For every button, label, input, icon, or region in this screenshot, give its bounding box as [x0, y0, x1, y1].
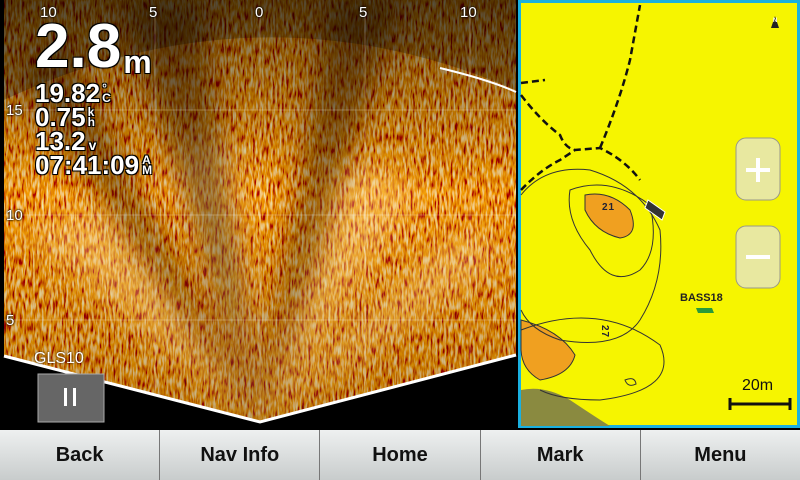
home-button[interactable]: Home	[320, 430, 481, 480]
range-label: 5	[149, 4, 158, 21]
depth-unit: m	[123, 44, 152, 80]
range-label: 10	[40, 4, 57, 21]
depth-readout: 2.8 m	[35, 16, 152, 81]
voltage-value: 13.2	[35, 126, 86, 156]
plus-icon	[746, 158, 770, 182]
depth-label: 10	[6, 207, 23, 224]
depth-label: 5	[6, 312, 15, 329]
range-arc	[439, 67, 517, 93]
map-features	[521, 5, 779, 426]
voltage-readout: 13.2 v	[35, 128, 96, 154]
speed-readout: 0.75 kh	[35, 104, 100, 130]
sonar-grid	[4, 14, 516, 422]
contour-label: 27	[599, 324, 611, 339]
temp-value: 19.82	[35, 78, 101, 108]
map-scale: 20m	[742, 377, 774, 394]
temp-unit: °C	[102, 81, 111, 105]
range-label: 5	[359, 4, 368, 21]
speed-value: 0.75	[35, 102, 86, 132]
sonar-mode: GLS10	[34, 350, 84, 367]
north-indicator: N	[773, 18, 778, 24]
range-label: 10	[460, 4, 477, 21]
range-label: 0	[255, 4, 264, 21]
nav-info-button[interactable]: Nav Info	[160, 430, 321, 480]
display	[3, 0, 800, 428]
menu-button[interactable]: Menu	[640, 430, 800, 480]
button-bar: Back Nav Info Home Mark Menu	[0, 430, 800, 480]
time-readout: 07:41:09 AM	[35, 152, 154, 178]
voltage-unit: v	[88, 137, 97, 153]
contour-label: 21	[602, 202, 616, 213]
temp-readout: 19.82 °C	[35, 80, 114, 106]
depth-label: 15	[6, 102, 23, 119]
pause-button[interactable]	[37, 373, 105, 423]
scale-bar	[728, 398, 792, 410]
back-button[interactable]: Back	[0, 430, 161, 480]
depth-value: 2.8	[35, 12, 122, 81]
mark-button[interactable]: Mark	[480, 430, 641, 480]
time-value: 07:41:09	[35, 150, 140, 180]
sonar-image	[4, 0, 516, 422]
waypoint-label[interactable]: BASS18	[680, 292, 723, 304]
speed-unit: kh	[87, 105, 95, 129]
time-unit: AM	[142, 153, 153, 177]
pause-icon	[64, 388, 67, 406]
pause-icon	[73, 388, 76, 406]
